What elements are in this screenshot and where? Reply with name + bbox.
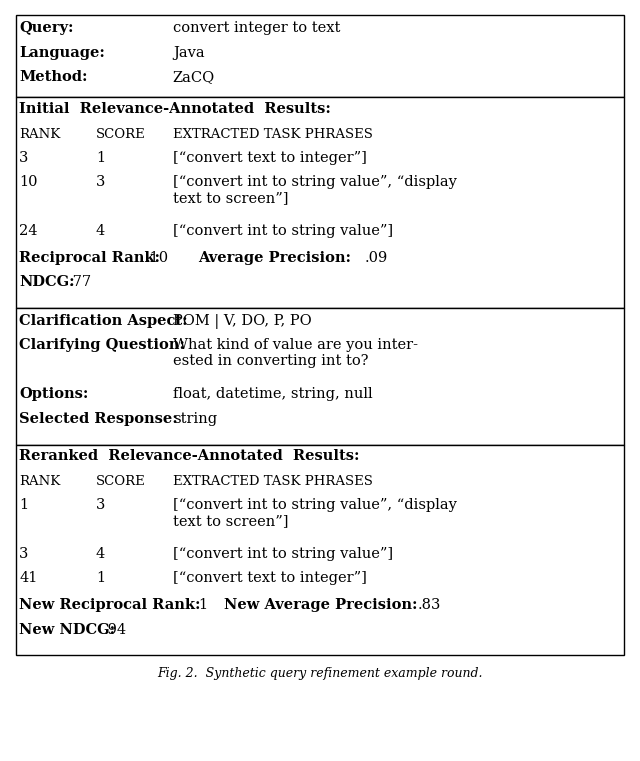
Text: 4: 4 xyxy=(96,224,105,238)
Text: What kind of value are you inter-
ested in converting int to?: What kind of value are you inter- ested … xyxy=(173,338,418,368)
Text: RANK: RANK xyxy=(19,475,60,488)
Text: 3: 3 xyxy=(96,175,106,189)
Text: Method:: Method: xyxy=(19,70,88,84)
Text: .77: .77 xyxy=(69,275,92,289)
Text: [“convert int to string value”, “display
text to screen”]: [“convert int to string value”, “display… xyxy=(173,498,457,528)
Text: Clarifying Question:: Clarifying Question: xyxy=(19,338,185,352)
Text: POM | V, DO, P, PO: POM | V, DO, P, PO xyxy=(173,314,312,329)
Text: 24: 24 xyxy=(19,224,38,238)
Text: New NDCG:: New NDCG: xyxy=(19,622,115,637)
Text: New Average Precision:: New Average Precision: xyxy=(224,598,417,613)
Text: 3: 3 xyxy=(96,498,106,512)
Text: Reranked  Relevance-Annotated  Results:: Reranked Relevance-Annotated Results: xyxy=(19,449,360,463)
Text: Initial  Relevance-Annotated  Results:: Initial Relevance-Annotated Results: xyxy=(19,102,331,116)
Text: RANK: RANK xyxy=(19,128,60,141)
Text: [“convert int to string value”]: [“convert int to string value”] xyxy=(173,547,393,561)
Text: .94: .94 xyxy=(104,622,127,637)
Text: [“convert text to integer”]: [“convert text to integer”] xyxy=(173,572,367,585)
Text: 4: 4 xyxy=(96,547,105,561)
Text: Clarification Aspect:: Clarification Aspect: xyxy=(19,314,188,328)
Text: float, datetime, string, null: float, datetime, string, null xyxy=(173,387,372,401)
Text: 10: 10 xyxy=(19,175,38,189)
Text: .83: .83 xyxy=(417,598,441,613)
Text: [“convert int to string value”, “display
text to screen”]: [“convert int to string value”, “display… xyxy=(173,175,457,205)
Text: 41: 41 xyxy=(19,572,38,585)
Text: Options:: Options: xyxy=(19,387,88,401)
Text: convert integer to text: convert integer to text xyxy=(173,21,340,35)
Text: Average Precision:: Average Precision: xyxy=(198,251,351,265)
Text: .10: .10 xyxy=(146,251,169,265)
Text: New Reciprocal Rank:: New Reciprocal Rank: xyxy=(19,598,201,613)
Text: string: string xyxy=(173,412,217,425)
Text: [“convert text to integer”]: [“convert text to integer”] xyxy=(173,151,367,165)
Text: Language:: Language: xyxy=(19,46,105,60)
Text: EXTRACTED TASK PHRASES: EXTRACTED TASK PHRASES xyxy=(173,128,372,141)
Text: Selected Response:: Selected Response: xyxy=(19,412,178,425)
Bar xyxy=(16,97,624,307)
Text: SCORE: SCORE xyxy=(96,475,146,488)
Bar xyxy=(16,444,624,655)
Text: 3: 3 xyxy=(19,547,29,561)
Text: ZaCQ: ZaCQ xyxy=(173,70,215,84)
Text: Fig. 2.  Synthetic query refinement example round.: Fig. 2. Synthetic query refinement examp… xyxy=(157,667,483,680)
Text: 3: 3 xyxy=(19,151,29,165)
Bar xyxy=(16,307,624,444)
Text: Reciprocal Rank:: Reciprocal Rank: xyxy=(19,251,160,265)
Text: SCORE: SCORE xyxy=(96,128,146,141)
Text: 1: 1 xyxy=(19,498,28,512)
Text: 1: 1 xyxy=(96,572,105,585)
Text: .09: .09 xyxy=(365,251,388,265)
Text: EXTRACTED TASK PHRASES: EXTRACTED TASK PHRASES xyxy=(173,475,372,488)
Text: 1: 1 xyxy=(198,598,207,613)
Text: Java: Java xyxy=(173,46,204,60)
Text: Query:: Query: xyxy=(19,21,74,35)
Text: [“convert int to string value”]: [“convert int to string value”] xyxy=(173,224,393,238)
Text: 1: 1 xyxy=(96,151,105,165)
Text: NDCG:: NDCG: xyxy=(19,275,75,289)
Bar xyxy=(16,15,624,97)
